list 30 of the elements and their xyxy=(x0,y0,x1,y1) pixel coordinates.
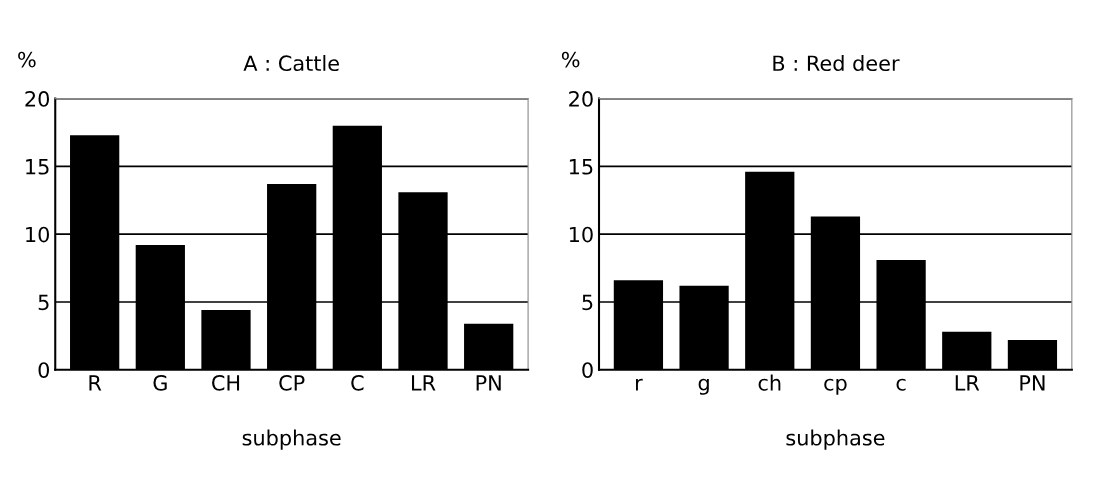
x-tick-label: g xyxy=(698,378,709,395)
y-tick-label: 0 xyxy=(582,362,593,378)
x-tick-label: r xyxy=(636,378,643,391)
x-tick-label: ch xyxy=(758,374,781,391)
y-tick-label: 15 xyxy=(569,159,593,175)
x-tick-label: PN xyxy=(1020,375,1045,391)
chart-title: A : Cattle xyxy=(243,54,339,72)
y-tick-label: 0 xyxy=(38,362,50,378)
y-tick-label: 20 xyxy=(25,91,50,107)
x-tick-label: CH xyxy=(212,374,240,391)
x-tick-label: CP xyxy=(279,374,305,391)
x-tick-label: c xyxy=(896,378,906,391)
y-tick-label: 10 xyxy=(569,226,593,243)
x-tick-label: G xyxy=(153,374,167,391)
x-tick-label: LR xyxy=(955,375,980,391)
y-tick-label: 5 xyxy=(582,294,593,311)
x-tick-label: C xyxy=(351,374,364,391)
x-tick-label: cp xyxy=(824,378,847,395)
chart-title: B : Red deer xyxy=(773,54,900,72)
y-axis-title: % xyxy=(561,51,580,68)
y-tick-label: 10 xyxy=(26,226,50,243)
x-axis-title: subphase xyxy=(786,429,885,450)
y-tick-label: 15 xyxy=(26,159,49,175)
y-tick-label: 20 xyxy=(569,91,593,107)
x-tick-label: LR xyxy=(412,375,436,391)
x-tick-label: PN xyxy=(476,375,501,391)
x-tick-label: R xyxy=(89,375,102,391)
x-axis-title: subphase xyxy=(242,429,341,450)
y-axis-title: % xyxy=(18,51,36,68)
y-tick-label: 5 xyxy=(38,294,49,311)
